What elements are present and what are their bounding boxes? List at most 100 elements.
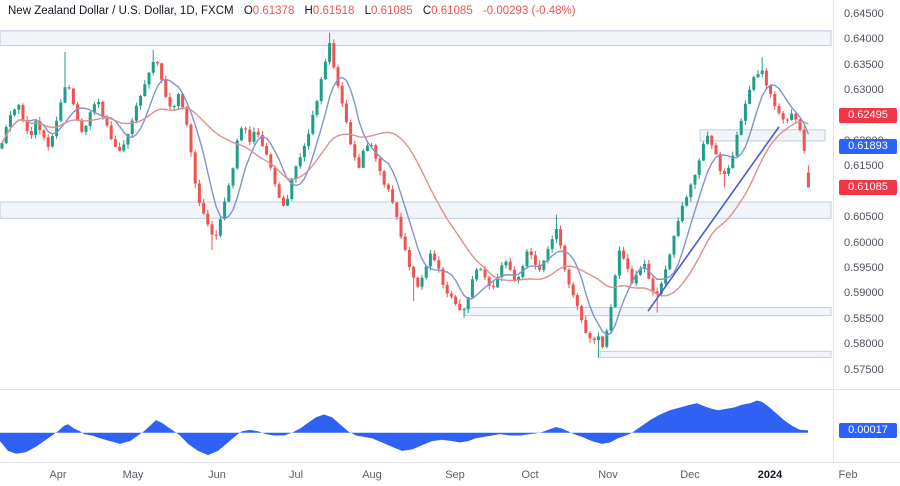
candle-body bbox=[214, 234, 218, 236]
candle-body bbox=[109, 125, 113, 140]
price-zone bbox=[599, 350, 832, 358]
candle-body bbox=[395, 202, 399, 217]
time-tick-label: 2024 bbox=[757, 469, 783, 481]
candle-body bbox=[50, 136, 54, 147]
candle-body bbox=[475, 269, 479, 280]
candle-body bbox=[672, 235, 676, 255]
symbol-title[interactable]: New Zealand Dollar / U.S. Dollar, 1D, FX… bbox=[8, 5, 234, 17]
candle-body bbox=[197, 183, 201, 203]
ohlc-open-label: O bbox=[243, 5, 253, 17]
candle-body bbox=[281, 197, 285, 206]
candle-body bbox=[596, 336, 600, 341]
candle-body bbox=[668, 254, 672, 270]
candle-body bbox=[546, 249, 550, 261]
candle-body bbox=[538, 264, 542, 270]
price-zone bbox=[464, 307, 832, 317]
candle-body bbox=[8, 115, 12, 128]
candle-body bbox=[151, 62, 155, 73]
candle-body bbox=[403, 236, 407, 250]
symbol-header[interactable]: New Zealand Dollar / U.S. Dollar, 1D, FX… bbox=[8, 5, 576, 17]
candle-body bbox=[113, 139, 117, 147]
candle-body bbox=[13, 109, 17, 116]
ma-fast-line bbox=[1, 76, 810, 336]
candle-body bbox=[223, 201, 227, 220]
candle-body bbox=[134, 105, 138, 121]
candle-body bbox=[416, 277, 420, 287]
candle-body bbox=[46, 137, 50, 147]
candle-body bbox=[84, 125, 88, 132]
candle-body bbox=[139, 96, 143, 106]
price-zone bbox=[0, 201, 832, 219]
candle-body bbox=[605, 330, 609, 347]
candle-body bbox=[176, 94, 180, 107]
candle-body bbox=[752, 77, 756, 90]
candle-body bbox=[34, 121, 38, 136]
candle-body bbox=[260, 135, 264, 147]
time-axis[interactable]: Apr May Jun Jul Aug Sep Oct Nov Dec 2024 Feb bbox=[0, 462, 900, 486]
time-tick-label: Jul bbox=[288, 469, 304, 481]
candle-body bbox=[529, 251, 533, 256]
candle-body bbox=[294, 166, 298, 179]
candle-body bbox=[580, 306, 584, 321]
candle-body bbox=[25, 120, 29, 132]
ohlc-close-label: C bbox=[422, 5, 432, 17]
candle-body bbox=[710, 135, 714, 146]
candle-body bbox=[42, 130, 46, 138]
candle-body bbox=[563, 245, 567, 270]
candle-body bbox=[164, 79, 168, 98]
candle-body bbox=[428, 253, 432, 267]
candle-body bbox=[185, 107, 189, 125]
time-tick-label: Nov bbox=[598, 469, 618, 481]
candle-body bbox=[588, 333, 592, 339]
candle-body bbox=[806, 172, 810, 188]
candle-body bbox=[298, 157, 302, 167]
candle-body bbox=[302, 146, 306, 158]
candle-body bbox=[706, 135, 710, 144]
ohlc-low-value: 0.61085 bbox=[371, 5, 413, 17]
candle-body bbox=[735, 134, 739, 156]
indicator-value-badge: 0.00017 bbox=[839, 423, 897, 438]
candle-body bbox=[399, 216, 403, 237]
candle-body bbox=[479, 269, 483, 271]
candle-body bbox=[559, 229, 563, 246]
candle-body bbox=[634, 274, 638, 284]
candle-body bbox=[365, 145, 369, 151]
candle-body bbox=[533, 255, 537, 265]
candle-body bbox=[0, 143, 4, 149]
candle-body bbox=[622, 250, 626, 259]
candle-body bbox=[143, 84, 147, 96]
candle-body bbox=[218, 219, 222, 236]
price-tick-label: 0.64500 bbox=[844, 8, 884, 20]
candle-body bbox=[504, 261, 508, 266]
candle-body bbox=[727, 167, 731, 174]
price-axis[interactable]: 0.645000.640000.635000.630000.625000.620… bbox=[833, 0, 900, 462]
candle-body bbox=[38, 121, 42, 131]
candle-body bbox=[193, 152, 197, 184]
price-tick-label: 0.60000 bbox=[844, 237, 884, 249]
price-tick-label: 0.59000 bbox=[844, 287, 884, 299]
candle-body bbox=[202, 203, 206, 214]
candle-body bbox=[265, 146, 269, 155]
price-tick-label: 0.64000 bbox=[844, 33, 884, 45]
price-tick-label: 0.63500 bbox=[844, 59, 884, 71]
candle-body bbox=[676, 221, 680, 236]
candle-body bbox=[105, 116, 109, 126]
candle-body bbox=[714, 145, 718, 155]
candle-body bbox=[122, 144, 126, 151]
candle-body bbox=[487, 277, 491, 286]
candle-body bbox=[286, 199, 290, 206]
candle-body bbox=[693, 174, 697, 185]
time-tick-label: Sep bbox=[445, 469, 465, 481]
candle-body bbox=[655, 291, 659, 294]
trendline bbox=[647, 126, 780, 312]
ohlc-high-label: H bbox=[304, 5, 313, 17]
candle-body bbox=[80, 119, 84, 132]
candle-body bbox=[483, 269, 487, 278]
candle-body bbox=[63, 87, 67, 103]
time-tick-label: May bbox=[122, 469, 144, 481]
candle-body bbox=[244, 128, 248, 130]
candle-body bbox=[798, 119, 802, 130]
change-value: -0.00293 (-0.48%) bbox=[482, 5, 576, 17]
candle-body bbox=[508, 261, 512, 270]
